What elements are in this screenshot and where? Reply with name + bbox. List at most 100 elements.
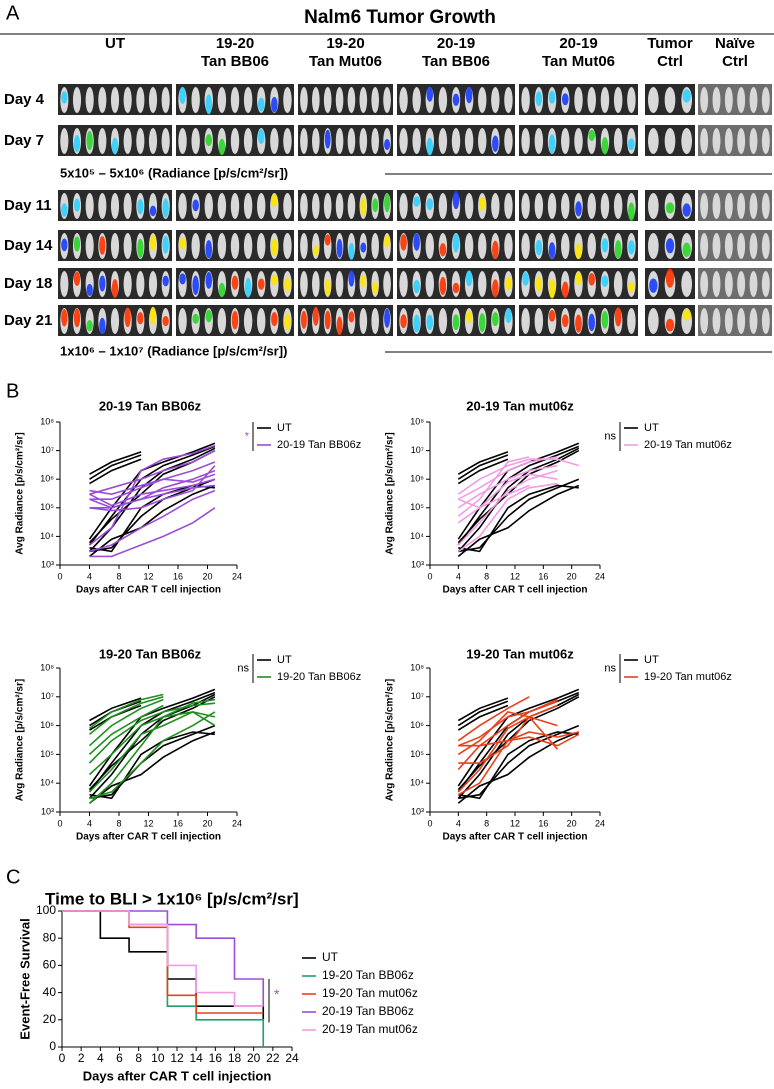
mouse: [613, 87, 623, 113]
legend-label: UT: [322, 950, 339, 964]
mouse-line: [89, 478, 216, 507]
signal: [192, 275, 199, 295]
mouse: [283, 233, 292, 259]
mouse: [761, 87, 770, 113]
mouse: [243, 193, 253, 219]
mouse-line: [88, 710, 216, 793]
mouse: [85, 87, 94, 113]
signal: [588, 129, 596, 141]
x-tick-label: 4: [97, 1051, 104, 1065]
mouse: [178, 193, 187, 219]
mouse: [438, 193, 448, 219]
signal: [149, 235, 157, 251]
significance: *: [245, 430, 250, 442]
mouse: [712, 233, 721, 259]
signal: [465, 270, 473, 287]
mouse: [161, 87, 170, 113]
signal: [682, 89, 691, 103]
signal: [601, 275, 609, 287]
mouse: [712, 271, 721, 297]
signal: [588, 273, 596, 286]
chart-title: 19-20 Tan BB06z: [99, 646, 202, 661]
mouse: [347, 87, 356, 113]
signal: [86, 320, 93, 332]
signal: [426, 314, 434, 331]
mouse: [521, 87, 530, 113]
signal: [384, 139, 391, 151]
mouse: [98, 193, 107, 219]
signal: [665, 268, 675, 288]
mouse: [425, 271, 434, 297]
signal: [360, 197, 367, 217]
mouse: [383, 271, 391, 297]
x-tick-label: 6: [116, 1051, 123, 1065]
x-tick-label: 0: [57, 571, 62, 581]
mouse: [412, 87, 421, 113]
signal: [271, 238, 278, 256]
mouse: [110, 87, 120, 113]
signal: [61, 203, 68, 217]
x-tick-label: 20: [202, 571, 212, 581]
signal: [575, 272, 582, 286]
mouse: [123, 128, 132, 154]
signal: [336, 316, 343, 336]
mouse-line: [457, 456, 558, 500]
signal: [312, 306, 319, 326]
survival-line: [62, 910, 264, 1014]
mouse: [491, 193, 500, 219]
x-tick-label: 16: [538, 571, 548, 581]
signal: [205, 272, 213, 289]
y-tick-label: 10⁷: [411, 691, 424, 701]
mouse: [561, 128, 570, 154]
mouse-line: [89, 711, 216, 800]
significance: ns: [604, 430, 616, 442]
signal: [372, 281, 379, 294]
mouse-line: [458, 731, 579, 800]
mouse-line: [457, 456, 530, 518]
image-panel: [698, 268, 772, 299]
mouse: [627, 308, 636, 334]
y-tick-label: 10⁶: [40, 474, 54, 484]
mouse-line: [457, 731, 580, 804]
mouse: [521, 233, 530, 259]
mouse: [178, 128, 187, 154]
scale-label: 1x10⁶ – 1x10⁷ (Radiance [p/s/cm²/sr]): [60, 343, 287, 358]
legend-label: UT: [644, 654, 659, 666]
signal: [324, 129, 331, 149]
mouse: [627, 87, 636, 113]
mouse-line: [457, 454, 509, 480]
y-tick-label: 10⁶: [40, 720, 54, 730]
signal: [73, 271, 81, 286]
mouse-line: [457, 731, 579, 796]
mouse: [587, 87, 596, 113]
signal: [465, 86, 473, 104]
x-tick-label: 24: [595, 571, 605, 581]
mouse: [504, 128, 513, 154]
mouse: [399, 193, 408, 219]
mouse: [561, 233, 570, 259]
y-tick-label: 10⁶: [410, 474, 424, 484]
x-tick-label: 4: [456, 818, 461, 828]
signal: [548, 279, 556, 299]
significance: ns: [604, 662, 616, 674]
signal: [205, 134, 213, 147]
y-tick-label: 100: [36, 903, 56, 917]
mouse: [464, 128, 474, 154]
survival-line: [62, 910, 264, 1007]
mouse: [335, 128, 344, 154]
mouse: [191, 128, 200, 154]
mouse-line: [88, 447, 216, 552]
signal: [73, 308, 81, 328]
mouse: [136, 128, 145, 154]
mouse: [300, 87, 308, 113]
signal: [372, 198, 379, 213]
mouse-line: [89, 489, 216, 553]
signal: [179, 237, 186, 250]
signal: [360, 242, 367, 253]
mouse: [257, 193, 266, 219]
group-header: Tan Mut06: [309, 53, 382, 70]
y-tick-label: 10⁴: [410, 531, 424, 541]
x-tick-label: 20: [247, 1051, 261, 1065]
signal: [231, 275, 239, 290]
signal: [384, 193, 391, 213]
